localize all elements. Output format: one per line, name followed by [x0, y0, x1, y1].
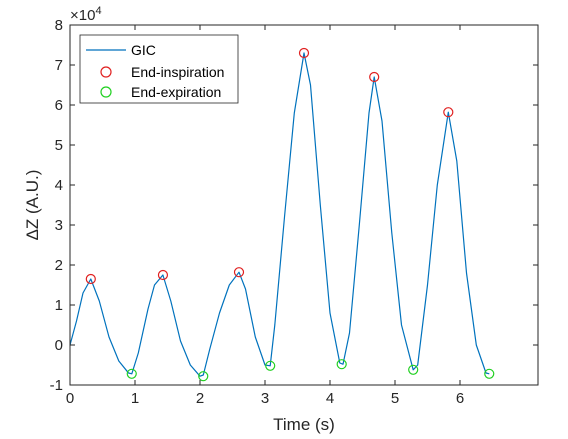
y-tick-label: 6	[55, 97, 63, 114]
legend-box	[79, 34, 239, 104]
end-inspiration-marker	[85, 273, 96, 285]
end-expiration-marker	[198, 371, 209, 382]
legend-end-inspiration-label: End-inspiration	[131, 64, 224, 80]
legend: GIC End-inspiration End-expiration	[79, 34, 239, 104]
plot-frame	[69, 24, 539, 386]
x-tick-label: 0	[66, 390, 74, 407]
end-expiration-marker	[336, 359, 347, 370]
legend-end-expiration-label: End-expiration	[131, 84, 221, 100]
end-inspiration-marker	[157, 269, 169, 281]
marker-layer	[85, 47, 495, 382]
x-axis-label: Time (s)	[273, 415, 335, 434]
end-inspiration-marker	[233, 267, 245, 278]
y-tick-label: 3	[55, 217, 63, 234]
y-multiplier: ×104	[70, 5, 102, 24]
x-tick-label: 4	[326, 390, 334, 407]
x-tick-label: 5	[391, 390, 399, 407]
legend-end-inspiration-marker	[100, 66, 112, 78]
gic-series-line	[69, 52, 490, 377]
end-expiration-marker	[126, 368, 137, 379]
x-tick-label: 3	[261, 390, 269, 407]
end-inspiration-marker	[443, 107, 454, 118]
y-tick-label: 0	[55, 337, 63, 354]
y-tick-label: 1	[55, 297, 63, 314]
end-inspiration-marker	[369, 71, 380, 83]
y-tick-label: -1	[50, 377, 63, 394]
y-multiplier-base: ×10	[70, 7, 95, 24]
x-tick-label: 2	[196, 390, 204, 407]
end-inspiration-marker	[298, 47, 310, 59]
end-expiration-marker	[408, 364, 419, 375]
end-expiration-marker	[484, 368, 495, 379]
y-tick-label: 5	[55, 137, 63, 154]
y-multiplier-exponent: 4	[95, 5, 101, 17]
legend-gic-label: GIC	[131, 42, 156, 58]
y-tick-label: 4	[55, 177, 63, 194]
x-tick-label: 1	[131, 390, 139, 407]
y-tick-label: 8	[55, 17, 63, 34]
x-tick-label: 6	[456, 390, 464, 407]
end-expiration-marker	[265, 360, 276, 371]
y-tick-label: 7	[55, 57, 63, 74]
y-axis-label: ΔZ (A.U.)	[23, 170, 42, 241]
series-layer	[69, 52, 490, 377]
y-tick-label: 2	[55, 257, 63, 274]
legend-end-expiration-marker	[100, 86, 112, 98]
